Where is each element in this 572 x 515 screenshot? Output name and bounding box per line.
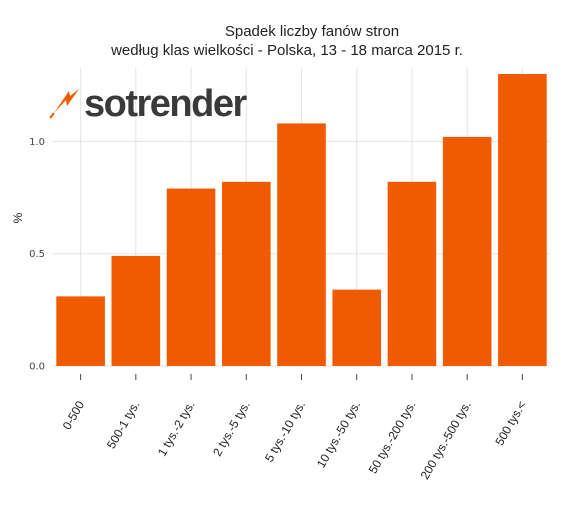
y-tick-label: 0.5 [29, 249, 45, 260]
x-tick-label: 0-500 [60, 398, 88, 432]
bar-6 [332, 289, 382, 366]
sotrender-logo: sotrender [49, 83, 249, 125]
x-tick-label: 1 tys.-2 tys. [155, 399, 198, 459]
y-axis-title: % [11, 212, 25, 223]
x-tick-label: 200 tys.-500 tys. [418, 399, 474, 482]
y-axis-ticks: 0.0 0.5 1.0 [29, 137, 45, 373]
x-tick-label: 5 tys.-10 tys. [262, 399, 308, 465]
chart-title: Spadek liczby fanów stron według klas wi… [110, 23, 463, 59]
bar-4 [221, 181, 271, 366]
bars [56, 74, 547, 367]
bar-9 [498, 74, 547, 366]
x-tick-label: 10 tys.-50 tys. [314, 399, 363, 471]
x-axis-ticks: 0-500 500-1 tys. 1 tys.-2 tys. 2 tys.-5 tys… [60, 374, 529, 482]
logo-spark-icon [49, 89, 79, 119]
chart-title-line-2: według klas wielkości - Polska, 13 - 18 … [110, 42, 463, 59]
bar-1 [56, 296, 105, 366]
x-tick-label: 500 tys.< [492, 399, 529, 448]
y-tick-label: 1.0 [29, 137, 45, 148]
chart-title-line-1: Spadek liczby fanów stron [225, 23, 399, 40]
bar-3 [166, 188, 216, 366]
x-tick-label: 2 tys.-5 tys. [210, 399, 253, 459]
bar-8 [442, 136, 492, 366]
bar-2 [111, 255, 161, 366]
bar-5 [277, 123, 326, 367]
x-tick-label: 500-1 tys. [104, 399, 142, 452]
y-tick-label: 0.0 [29, 362, 45, 373]
bar-7 [387, 181, 437, 366]
logo-text: sotrender [84, 83, 247, 125]
x-tick-label: 50 tys.-200 tys. [366, 399, 419, 476]
